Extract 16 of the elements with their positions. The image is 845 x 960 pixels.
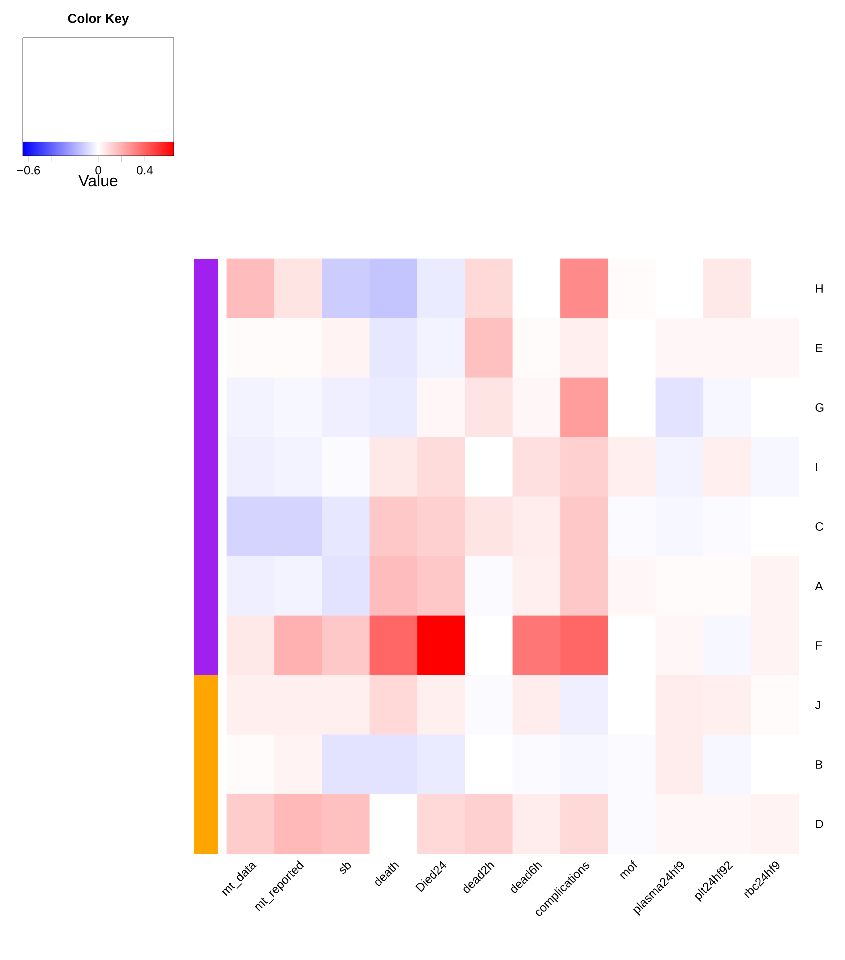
color-bar-label: −0.6	[18, 166, 40, 175]
y-tick-label: H	[816, 284, 823, 293]
y-tick-label: E	[816, 344, 823, 352]
color-bar-label: 0	[96, 166, 102, 175]
y-tick-label: B	[816, 760, 823, 769]
color-bar-label: 0.4	[137, 166, 153, 175]
x-tick-label: sb	[340, 862, 352, 874]
color-bar-title: Value	[78, 174, 118, 187]
y-tick-label: D	[816, 820, 824, 828]
y-tick-label: C	[816, 522, 824, 532]
y-tick-label: A	[815, 582, 824, 590]
y-tick-label: G	[816, 404, 824, 412]
legend-title: Color Key	[68, 14, 130, 26]
y-tick-label: J	[815, 701, 820, 710]
y-tick-label: I	[816, 463, 818, 472]
y-tick-label: F	[816, 642, 822, 650]
